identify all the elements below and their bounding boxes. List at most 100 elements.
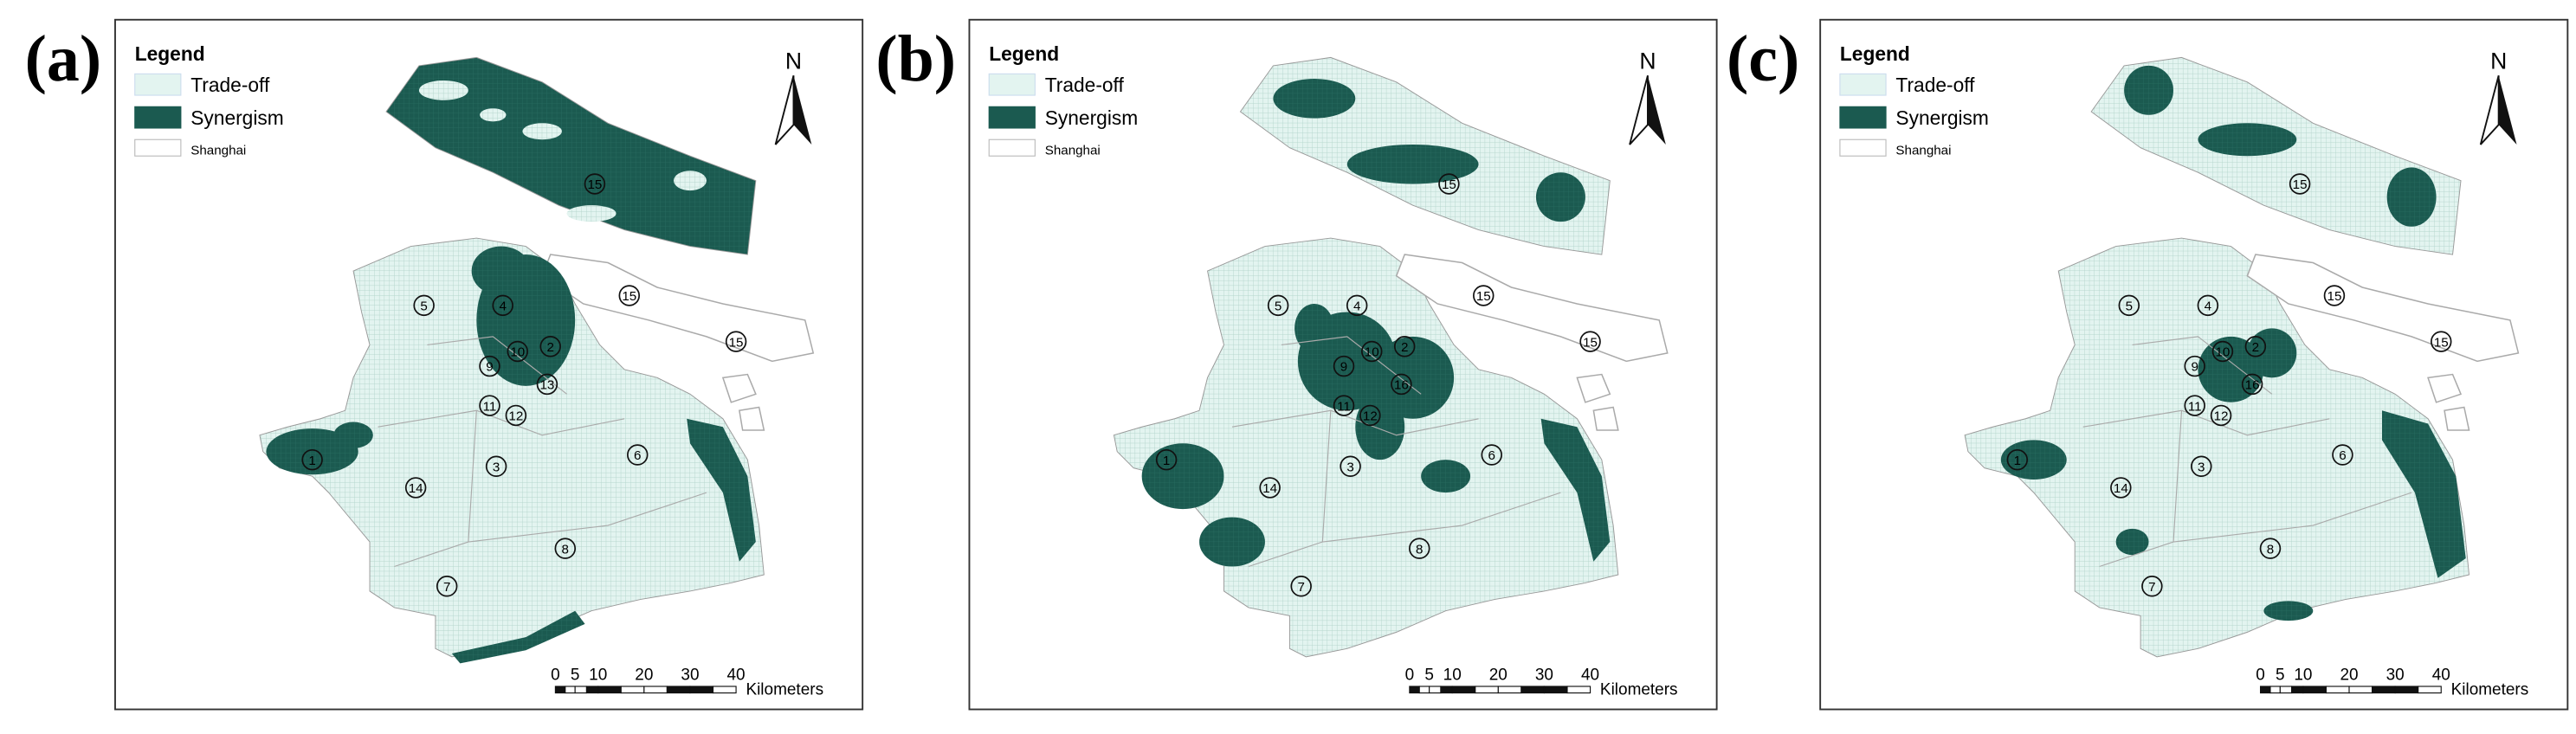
district-number: 15 (622, 289, 636, 304)
synergism-area (1355, 394, 1405, 460)
district-number: 3 (1346, 460, 1353, 474)
scale-segment (565, 686, 576, 694)
district-marker (2323, 285, 2346, 306)
district-number: 4 (1353, 299, 1360, 314)
panel-label: (c) (1727, 23, 1799, 95)
scale-segment (1409, 686, 1420, 694)
district-marker (618, 285, 641, 306)
scale-segment (1475, 686, 1499, 694)
legend-title: Legend (1840, 42, 1910, 65)
synergism-area (1372, 336, 1455, 419)
scale-segment (1429, 686, 1442, 694)
scale-segment (689, 686, 714, 694)
scale-tick: 0 (551, 666, 560, 684)
north-arrow (2498, 75, 2517, 145)
district-marker (1267, 294, 1289, 317)
scale-tick: 10 (1443, 666, 1462, 684)
mainland (1964, 237, 2470, 658)
district-marker (2431, 331, 2452, 352)
district-marker (2332, 444, 2353, 466)
scale-tick: 0 (1405, 666, 1415, 684)
scale-tick: 10 (589, 666, 607, 684)
legend-swatch (134, 106, 182, 129)
synergism-area (2247, 328, 2297, 378)
district-number: 7 (2148, 580, 2155, 595)
island (385, 56, 757, 255)
synergism-area (1421, 460, 1471, 493)
scale-tick: 20 (635, 666, 653, 684)
map-panel: 15 15 15 5 4 10 2 9 16 11 12 3 6 1 14 8 7 Legend Trade-off… (1819, 18, 2569, 711)
district-number: 11 (2188, 399, 2202, 414)
district-marker (2184, 395, 2205, 416)
scale-segment (554, 686, 566, 694)
scale-segment (1566, 686, 1591, 694)
district-number: 14 (2114, 481, 2128, 496)
scale-unit: Kilometers (1600, 680, 1678, 699)
legend-label: Trade-off (1045, 74, 1125, 96)
district-marker (301, 448, 323, 471)
legend-title: Legend (989, 42, 1059, 65)
legend-label: Synergism (1895, 106, 1988, 129)
synergism-area (2115, 528, 2149, 556)
district-marker (1393, 336, 1416, 357)
district-number: 6 (634, 448, 641, 463)
scale-tick: 30 (2386, 666, 2405, 684)
legend-label: Shanghai (1895, 143, 1951, 158)
district-marker (1290, 576, 1312, 597)
district-number: 7 (443, 580, 450, 595)
district-marker (2006, 448, 2029, 471)
district-number: 12 (2214, 409, 2229, 424)
legend-swatch (988, 138, 1036, 157)
legend-swatch (1839, 138, 1887, 157)
north-arrow (793, 75, 812, 145)
synergism-area (2386, 167, 2437, 227)
district-marker (413, 294, 435, 317)
synergism-area (2381, 410, 2466, 578)
district-marker (1473, 285, 1495, 306)
legend-swatch (1839, 73, 1887, 96)
district-marker (2141, 576, 2163, 597)
district-marker (1333, 395, 1355, 416)
district-marker (1391, 373, 1412, 396)
islet (2427, 373, 2463, 403)
scale-segment (1497, 686, 1522, 694)
district-number: 11 (483, 399, 497, 414)
scale-tick: 40 (1581, 666, 1599, 684)
district-number: 4 (2205, 299, 2211, 314)
district-marker (2210, 404, 2232, 427)
synergism-area (1294, 303, 1334, 353)
legend-swatch (1839, 106, 1887, 129)
district-marker (584, 173, 606, 195)
scale-segment (2418, 686, 2442, 694)
district-number: 11 (1337, 399, 1351, 414)
synergism-area (1346, 144, 1479, 184)
district-number: 3 (2198, 460, 2205, 474)
legend-swatch (988, 106, 1036, 129)
legend-label: Shanghai (1045, 143, 1101, 158)
district-marker (2197, 294, 2219, 317)
scale-segment (2260, 686, 2271, 694)
scale-segment (585, 686, 599, 694)
district-number: 1 (2014, 454, 2021, 468)
district-number: 5 (420, 299, 427, 314)
scale-tick: 20 (1489, 666, 1508, 684)
district-marker (539, 336, 561, 357)
district-number: 9 (2191, 360, 2198, 375)
legend-swatch (134, 138, 182, 157)
district-number: 14 (1262, 481, 1277, 496)
district-marker (2191, 455, 2212, 478)
synergism-area (1199, 517, 1265, 567)
district-number: 15 (2434, 335, 2449, 350)
scale-segment (1451, 686, 1476, 694)
trade-off-area (522, 123, 562, 140)
district-marker (2211, 340, 2234, 363)
district-number: 9 (1340, 360, 1347, 375)
north-label: N (2490, 48, 2507, 74)
islet (541, 254, 815, 363)
scale-unit: Kilometers (2451, 680, 2529, 699)
district-number: 7 (1297, 580, 1304, 595)
trade-off-area (418, 80, 468, 100)
district-marker (1481, 444, 1502, 466)
district-number: 6 (1488, 448, 1495, 463)
legend-label: Trade-off (190, 74, 270, 96)
